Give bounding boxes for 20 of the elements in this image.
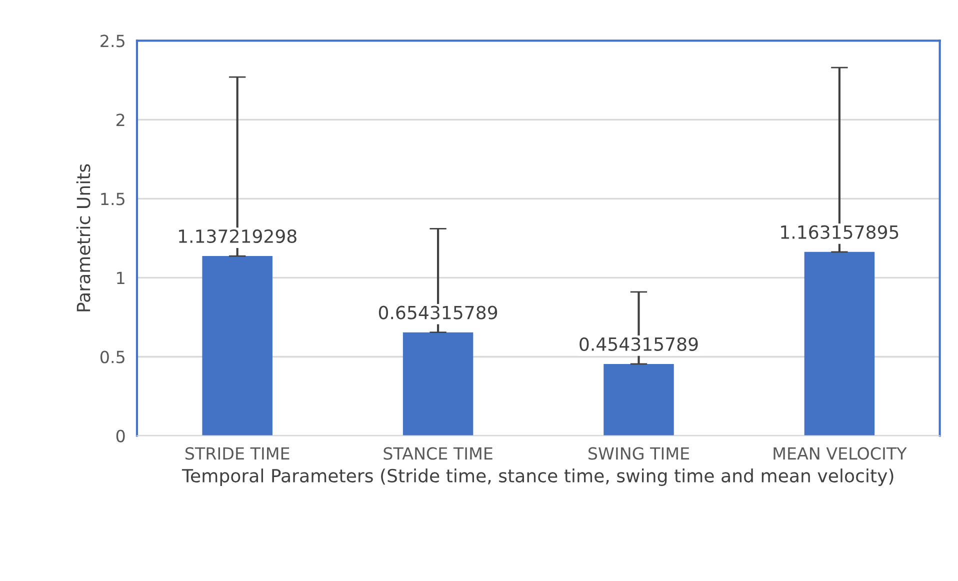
bar bbox=[202, 256, 272, 436]
bar bbox=[804, 252, 875, 436]
y-tick-label: 1.5 bbox=[101, 192, 124, 206]
bar bbox=[604, 364, 674, 436]
x-tick-label: STANCE TIME bbox=[384, 447, 492, 460]
data-label: 0.454315789 bbox=[580, 337, 698, 351]
x-tick-label: SWING TIME bbox=[588, 447, 690, 460]
x-axis-title: Temporal Parameters (Stride time, stance time, swing time and mean velocity) bbox=[182, 468, 894, 486]
bar bbox=[402, 332, 474, 436]
y-tick-label: 0 bbox=[116, 430, 125, 442]
y-tick-label: 2.5 bbox=[100, 34, 124, 48]
y-tick-label: 1 bbox=[117, 272, 124, 284]
data-label: 1.163157895 bbox=[781, 225, 898, 239]
y-tick-label: 0.5 bbox=[100, 350, 124, 364]
x-tick-label: STRIDE TIME bbox=[185, 447, 290, 460]
y-axis-title: Parametric Units bbox=[76, 164, 90, 312]
y-tick-label: 2 bbox=[116, 114, 124, 126]
x-tick-label: MEAN VELOCITY bbox=[774, 447, 907, 460]
data-label: 0.654315789 bbox=[378, 306, 498, 320]
data-label: 1.137219298 bbox=[179, 229, 296, 244]
